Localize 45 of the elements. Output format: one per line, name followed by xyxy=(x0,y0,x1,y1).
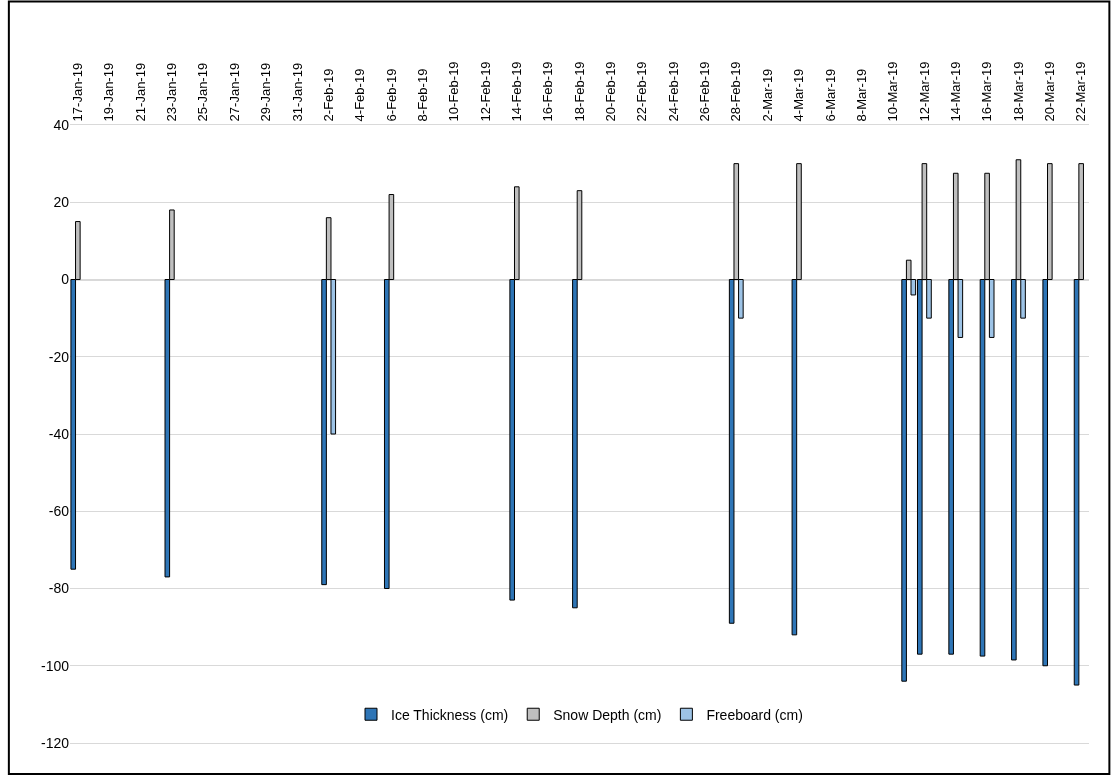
legend-label: Freeboard (cm) xyxy=(706,706,803,723)
x-tick-label: 24-Feb-19 xyxy=(665,61,681,122)
x-tick-label: 2-Mar-19 xyxy=(759,68,775,122)
x-tick-label: 18-Feb-19 xyxy=(571,61,587,122)
legend-label: Ice Thickness (cm) xyxy=(391,706,509,723)
y-tick-label: -60 xyxy=(48,503,70,520)
x-tick-label: 6-Mar-19 xyxy=(822,68,838,122)
x-tick-label: 20-Mar-19 xyxy=(1042,61,1058,122)
y-tick-label: -120 xyxy=(40,734,70,751)
y-tick-label: 20 xyxy=(53,194,70,211)
x-tick-label: 4-Mar-19 xyxy=(791,68,807,122)
x-tick-label: 10-Feb-19 xyxy=(446,61,462,122)
x-tick-label: 10-Mar-19 xyxy=(885,61,901,122)
x-tick-label: 6-Feb-19 xyxy=(383,68,399,122)
y-tick-label: -100 xyxy=(40,657,70,674)
x-tick-label: 29-Jan-19 xyxy=(258,62,274,122)
y-tick-label: 40 xyxy=(53,116,70,133)
x-tick-label: 14-Feb-19 xyxy=(509,61,525,122)
x-tick-label: 23-Jan-19 xyxy=(164,62,180,122)
x-tick-label: 19-Jan-19 xyxy=(101,62,117,122)
x-tick-label: 2-Feb-19 xyxy=(320,68,336,122)
x-tick-label: 8-Mar-19 xyxy=(853,68,869,122)
x-tick-label: 14-Mar-19 xyxy=(947,61,963,122)
x-tick-label: 8-Feb-19 xyxy=(414,68,430,122)
x-tick-label: 16-Feb-19 xyxy=(540,61,556,122)
y-tick-label: -80 xyxy=(48,580,70,597)
x-tick-label: 12-Feb-19 xyxy=(477,61,493,122)
x-tick-label: 12-Mar-19 xyxy=(916,61,932,122)
x-tick-label: 17-Jan-19 xyxy=(70,62,86,122)
x-tick-label: 31-Jan-19 xyxy=(289,62,305,122)
x-tick-label: 27-Jan-19 xyxy=(226,62,242,122)
x-tick-label: 4-Feb-19 xyxy=(352,68,368,122)
x-tick-label: 26-Feb-19 xyxy=(697,61,713,122)
y-tick-label: 0 xyxy=(61,271,70,288)
x-tick-label: 18-Mar-19 xyxy=(1010,61,1026,122)
x-tick-label: 28-Feb-19 xyxy=(728,61,744,122)
y-tick-label: -20 xyxy=(48,348,70,365)
x-tick-label: 22-Mar-19 xyxy=(1073,61,1089,122)
x-tick-label: 20-Feb-19 xyxy=(603,61,619,122)
x-tick-label: 21-Jan-19 xyxy=(132,62,148,122)
x-tick-label: 16-Mar-19 xyxy=(979,61,995,122)
y-tick-label: -40 xyxy=(48,425,70,442)
x-tick-label: 22-Feb-19 xyxy=(634,61,650,122)
x-tick-label: 25-Jan-19 xyxy=(195,62,211,122)
legend-label: Snow Depth (cm) xyxy=(553,706,662,723)
